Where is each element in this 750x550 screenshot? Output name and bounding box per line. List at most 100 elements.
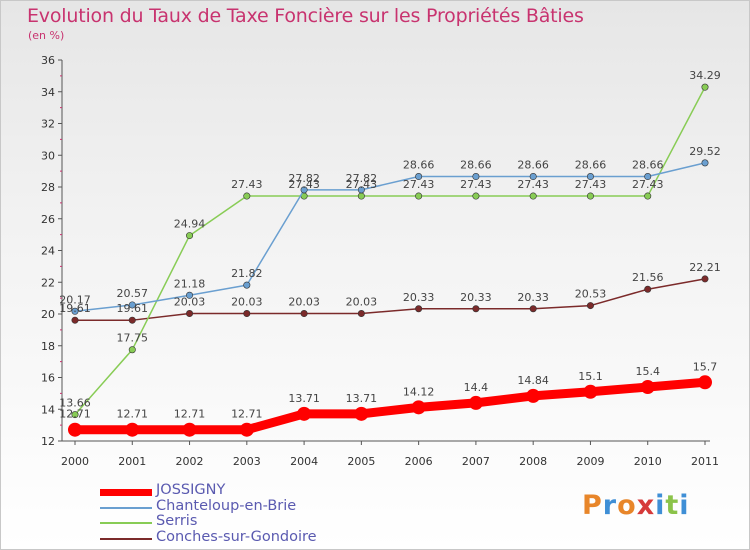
data-point [182, 422, 197, 437]
data-point [125, 422, 140, 437]
data-point [472, 192, 480, 200]
data-label: 14.12 [403, 385, 435, 398]
data-label: 28.66 [575, 159, 607, 172]
series-layer [68, 83, 712, 437]
data-label: 14.84 [517, 374, 549, 387]
data-label: 27.43 [460, 178, 492, 191]
x-tick-label: 2005 [347, 455, 375, 468]
logo-letter: t [665, 490, 680, 521]
data-label: 27.43 [288, 178, 320, 191]
data-point [411, 400, 426, 415]
data-point [128, 316, 136, 324]
y-tick-label: 24 [41, 245, 55, 258]
logo-letter: x [636, 490, 656, 521]
data-point [186, 232, 194, 240]
data-label: 13.71 [288, 392, 320, 405]
data-point [701, 275, 709, 283]
data-label: 27.43 [517, 178, 549, 191]
data-label: 20.53 [575, 288, 607, 301]
logo-letter: i [655, 490, 666, 521]
data-label: 28.66 [632, 159, 664, 172]
data-point [354, 406, 369, 421]
data-point [644, 173, 652, 181]
x-tick-label: 2007 [462, 455, 490, 468]
logo-letter: P [582, 490, 603, 521]
data-label: 21.18 [174, 277, 206, 290]
data-label: 27.43 [575, 178, 607, 191]
data-label: 20.33 [460, 291, 492, 304]
data-point [586, 192, 594, 200]
data-point [357, 186, 365, 194]
data-point [243, 192, 251, 200]
data-point [526, 388, 541, 403]
data-point [529, 305, 537, 313]
data-label: 20.57 [117, 287, 149, 300]
data-point [698, 375, 712, 390]
data-label: 12.71 [59, 408, 91, 421]
data-label: 34.29 [689, 69, 721, 82]
data-point [128, 346, 136, 354]
data-label: 24.94 [174, 218, 206, 231]
data-label: 20.17 [59, 293, 91, 306]
data-label: 27.43 [632, 178, 664, 191]
data-label: 13.71 [346, 392, 378, 405]
data-label: 22.21 [689, 261, 721, 274]
data-point [529, 192, 537, 200]
data-point [586, 302, 594, 310]
data-label: 28.66 [517, 159, 549, 172]
y-tick-label: 20 [41, 308, 55, 321]
data-point [586, 173, 594, 181]
legend-swatch [100, 522, 152, 524]
data-point [415, 173, 423, 181]
data-point [71, 316, 79, 324]
data-labels-layer: 12.71 12.71 12.71 12.71 13.71 13.71 14.12 14.4 1… [59, 69, 721, 421]
series-conches-sur-gondoire [71, 275, 709, 324]
legend-label: Conches-sur-Gondoire [156, 528, 317, 545]
data-label: 27.43 [346, 178, 378, 191]
y-tick-label: 36 [41, 54, 55, 67]
data-label: 27.43 [403, 178, 435, 191]
data-label: 20.03 [288, 296, 320, 309]
series-chanteloup-en-brie [71, 159, 709, 315]
x-tick-label: 2003 [233, 455, 261, 468]
x-tick-label: 2000 [61, 455, 89, 468]
y-tick-label: 18 [41, 340, 55, 353]
data-point [644, 192, 652, 200]
series-line [74, 162, 706, 313]
data-point [300, 186, 308, 194]
data-label: 15.7 [693, 360, 718, 373]
data-point [300, 310, 308, 318]
legend-label: Chanteloup-en-Brie [156, 497, 297, 514]
data-point [529, 173, 537, 181]
x-tick-label: 2004 [290, 455, 318, 468]
x-tick-label: 2010 [634, 455, 662, 468]
series-line [74, 86, 706, 416]
data-point [472, 173, 480, 181]
y-tick-label: 22 [41, 276, 55, 289]
data-point [243, 281, 251, 289]
data-label: 19.61 [117, 302, 149, 315]
x-tick-label: 2001 [118, 455, 146, 468]
data-label: 21.56 [632, 271, 664, 284]
data-label: 28.66 [403, 159, 435, 172]
data-label: 12.71 [117, 408, 149, 421]
y-tick-label: 12 [41, 435, 55, 448]
x-tick-label: 2008 [519, 455, 547, 468]
data-point [186, 310, 194, 318]
data-label: 20.33 [403, 291, 435, 304]
chart-title: Evolution du Taux de Taxe Foncière sur l… [27, 5, 584, 27]
data-point [701, 159, 709, 167]
y-tick-label: 32 [41, 118, 55, 131]
x-tick-label: 2011 [691, 455, 719, 468]
data-label: 20.03 [174, 296, 206, 309]
data-point [186, 291, 194, 299]
chart-unit: (en %) [28, 29, 65, 42]
data-label: 13.66 [59, 397, 91, 410]
data-label: 21.82 [231, 267, 263, 280]
y-tick-label: 14 [41, 403, 55, 416]
logo-letter: o [617, 490, 637, 521]
data-point [701, 83, 709, 91]
data-label: 15.4 [635, 365, 660, 378]
data-point [357, 192, 365, 200]
data-point [239, 422, 254, 437]
